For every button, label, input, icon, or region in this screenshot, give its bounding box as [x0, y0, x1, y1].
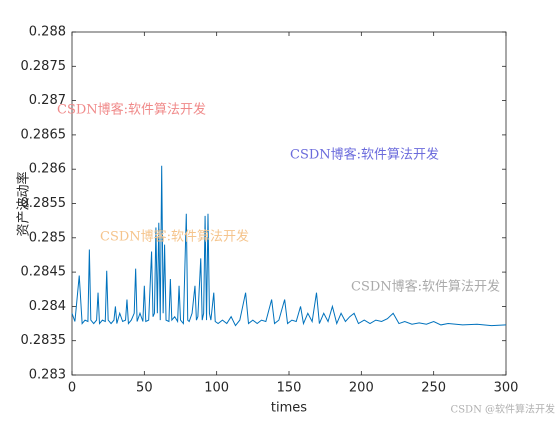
- y-axis-label: 资产波动率: [16, 171, 32, 236]
- x-tick-label: 50: [136, 381, 153, 396]
- y-tick-label: 0.288: [29, 25, 66, 40]
- watermark: CSDN博客:软件算法开发: [290, 147, 439, 163]
- axes-box: [71, 31, 507, 376]
- y-tick-label: 0.2875: [21, 59, 67, 74]
- data-line: [71, 165, 507, 327]
- x-axis-label: times: [271, 401, 307, 416]
- y-tick-label: 0.284: [29, 299, 66, 314]
- x-tick-label: 250: [421, 381, 446, 396]
- y-tick-label: 0.2855: [21, 196, 67, 211]
- y-tick-label: 0.2835: [21, 333, 67, 348]
- y-tick-label: 0.287: [29, 93, 66, 108]
- y-tick-label: 0.2845: [21, 265, 67, 280]
- x-tick-label: 300: [494, 381, 519, 396]
- x-tick-label: 150: [277, 381, 302, 396]
- y-tick-label: 0.286: [29, 162, 66, 177]
- y-tick-label: 0.2865: [21, 127, 67, 142]
- watermark: CSDN @软件算法开发: [451, 403, 555, 416]
- watermark: CSDN博客:软件算法开发: [57, 102, 206, 118]
- y-tick-label: 0.283: [29, 368, 66, 383]
- y-tick-label: 0.285: [29, 230, 66, 245]
- x-tick-label: 200: [349, 381, 374, 396]
- watermark: CSDN博客:软件算法开发: [100, 229, 249, 245]
- x-tick-label: 100: [204, 381, 229, 396]
- watermark: CSDN博客:软件算法开发: [351, 279, 500, 295]
- x-tick-label: 0: [68, 381, 76, 396]
